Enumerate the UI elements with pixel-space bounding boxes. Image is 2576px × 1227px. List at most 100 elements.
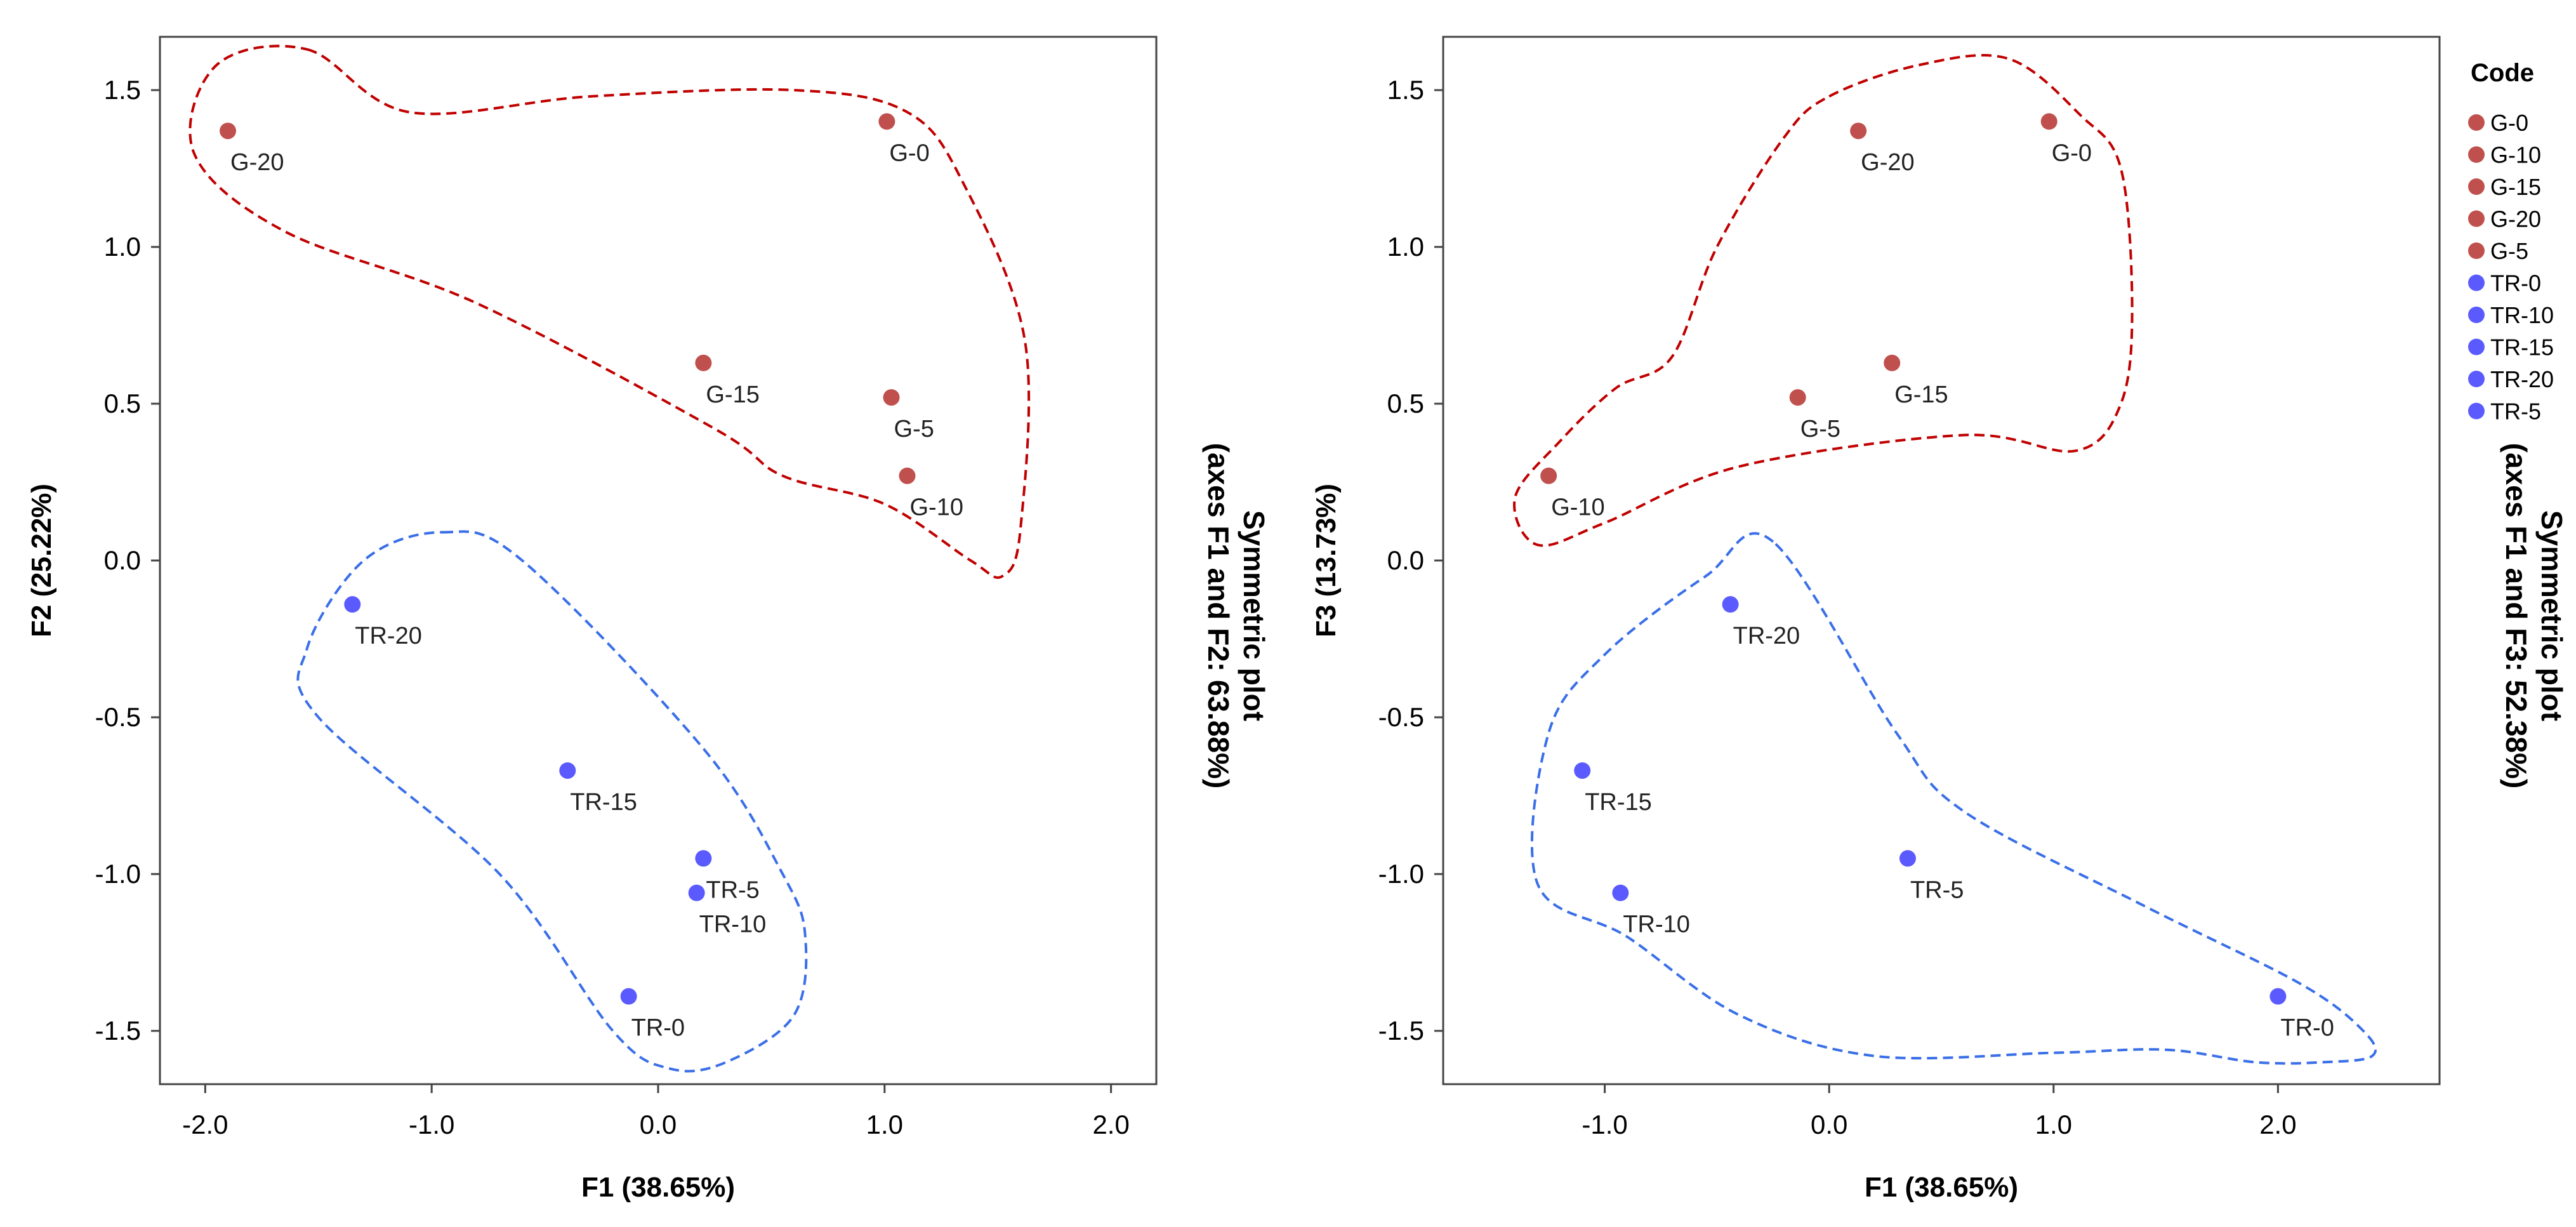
y-tick-label: 1.0	[104, 232, 141, 262]
legend-marker	[2468, 338, 2485, 355]
point-g-5	[1789, 389, 1806, 406]
y-tick-label: 0.5	[104, 388, 141, 418]
point-label-g-20: G-20	[230, 149, 284, 176]
point-label-g-0: G-0	[889, 140, 929, 166]
point-tr-15	[1574, 762, 1591, 779]
legend-marker	[2468, 274, 2485, 291]
y-tick-label: -0.5	[1378, 702, 1424, 732]
g-cluster-outline	[1513, 54, 2134, 547]
x-tick-label: 2.0	[1092, 1110, 1129, 1139]
point-label-g-10: G-10	[1551, 494, 1604, 521]
point-g-5	[883, 389, 900, 406]
y-tick-label: -1.5	[1378, 1016, 1424, 1045]
legend-item-label: G-15	[2490, 174, 2541, 200]
side-title-2-line2: (axes F1 and F3: 52.38%)	[2500, 443, 2533, 789]
y-tick-label: 1.5	[104, 75, 141, 105]
legend-item-label: TR-5	[2490, 399, 2541, 425]
side-title-1-line1: Symmetric plot	[1238, 510, 1271, 721]
chart-f1-f2: -2.0 -1.0 0.0 1.0 2.0 1.5 1.0 0.5 0.0 -0.5 -1.0 -1.…	[26, 36, 1271, 1203]
point-label-tr-10: TR-10	[699, 912, 767, 938]
legend-marker	[2468, 210, 2485, 227]
point-label-tr-0: TR-0	[2280, 1015, 2334, 1042]
x-tick-label: 1.0	[866, 1110, 903, 1139]
g-cluster-outline	[188, 44, 1031, 580]
x-tick-label: 2.0	[2259, 1110, 2296, 1139]
y-tick-label: -1.0	[95, 859, 141, 889]
x-tick-label: -2.0	[182, 1110, 228, 1139]
point-g-15	[1884, 354, 1901, 371]
point-g-0	[878, 113, 895, 130]
point-label-tr-20: TR-20	[1733, 623, 1800, 649]
point-label-g-15: G-15	[1894, 381, 1948, 408]
points-1: G-20 G-0 G-15 G-5 G-10 TR-20 TR-15 TR-5 TR-10 TR-…	[220, 113, 963, 1042]
x-tick-label: 0.0	[1811, 1110, 1847, 1139]
point-label-g-5: G-5	[1800, 416, 1840, 442]
legend-item-label: G-5	[2490, 238, 2528, 264]
legend-marker	[2468, 242, 2485, 259]
point-label-g-5: G-5	[894, 416, 934, 442]
point-label-tr-20: TR-20	[355, 623, 422, 649]
legend-marker	[2468, 402, 2485, 420]
hulls-2	[1513, 54, 2377, 1065]
legend-item-label: TR-15	[2490, 335, 2554, 361]
y-tick-label: -1.5	[95, 1016, 141, 1045]
point-tr-5	[695, 850, 712, 867]
tr-cluster-outline	[296, 530, 808, 1073]
point-label-tr-5: TR-5	[1910, 877, 1964, 903]
x-axis-title-1: F1 (38.65%)	[581, 1172, 735, 1203]
legend-marker	[2468, 178, 2485, 195]
legend-marker	[2468, 307, 2485, 323]
point-g-20	[1850, 123, 1867, 140]
point-g-10	[1540, 467, 1557, 484]
point-tr-5	[1899, 850, 1916, 867]
plot-frame-2	[1442, 36, 2441, 1085]
y-tick-label: 1.5	[1387, 75, 1424, 105]
point-tr-0	[620, 988, 637, 1005]
point-tr-15	[559, 762, 576, 779]
legend-marker	[2468, 371, 2485, 387]
legend-marker	[2468, 146, 2485, 163]
point-label-tr-5: TR-5	[706, 877, 759, 903]
point-tr-20	[344, 596, 361, 613]
point-label-tr-15: TR-15	[570, 789, 637, 816]
point-tr-10	[688, 884, 705, 901]
y-tick-label: 0.5	[1387, 388, 1424, 418]
point-label-g-0: G-0	[2052, 140, 2092, 166]
point-label-g-20: G-20	[1861, 149, 1914, 176]
point-tr-0	[2269, 988, 2287, 1005]
x-tick-label: -1.0	[1582, 1110, 1627, 1139]
point-g-10	[899, 467, 916, 484]
points-2: G-20 G-0 G-15 G-5 G-10 TR-20 TR-15 TR-5 TR-10 TR-…	[1540, 113, 2334, 1042]
y-axis-title-2: F3 (13.73%)	[1311, 484, 1342, 637]
y-axis-title-1: F2 (25.22%)	[26, 484, 57, 637]
ticks-1: -2.0 -1.0 0.0 1.0 2.0 1.5 1.0 0.5 0.0 -0.5 -1.0 -1.…	[95, 75, 1130, 1139]
legend-title: Code	[2471, 59, 2534, 87]
side-title-1-line2: (axes F1 and F2: 63.88%)	[1202, 443, 1235, 789]
plot-frame-1	[159, 36, 1158, 1085]
y-tick-label: 0.0	[1387, 545, 1424, 575]
point-tr-10	[1612, 884, 1629, 901]
hulls-1	[188, 44, 1031, 1073]
y-tick-label: 1.0	[1387, 232, 1424, 262]
point-label-tr-15: TR-15	[1585, 789, 1652, 816]
point-tr-20	[1722, 596, 1739, 613]
x-tick-label: 0.0	[640, 1110, 677, 1139]
point-g-20	[220, 123, 237, 140]
ticks-2: -1.0 0.0 1.0 2.0 1.5 1.0 0.5 0.0 -0.5 -1.0 -1.5	[1378, 75, 2297, 1139]
y-tick-label: 0.0	[104, 545, 141, 575]
point-g-0	[2040, 113, 2057, 130]
point-label-g-10: G-10	[910, 494, 963, 521]
legend-item-label: G-0	[2490, 110, 2528, 136]
x-tick-label: 1.0	[2035, 1110, 2072, 1139]
x-tick-label: -1.0	[409, 1110, 454, 1139]
y-tick-label: -1.0	[1378, 859, 1424, 889]
chart-f1-f3: -1.0 0.0 1.0 2.0 1.5 1.0 0.5 0.0 -0.5 -1.0 -1.5 G-…	[1311, 36, 2568, 1203]
x-axis-title-2: F1 (38.65%)	[1865, 1172, 2018, 1203]
point-g-15	[695, 354, 712, 371]
point-label-g-15: G-15	[706, 381, 759, 408]
side-title-2-line1: Symmetric plot	[2535, 510, 2568, 721]
legend-item-label: TR-20	[2490, 366, 2554, 392]
legend-marker	[2468, 114, 2485, 131]
legend-item-label: G-10	[2490, 142, 2541, 168]
